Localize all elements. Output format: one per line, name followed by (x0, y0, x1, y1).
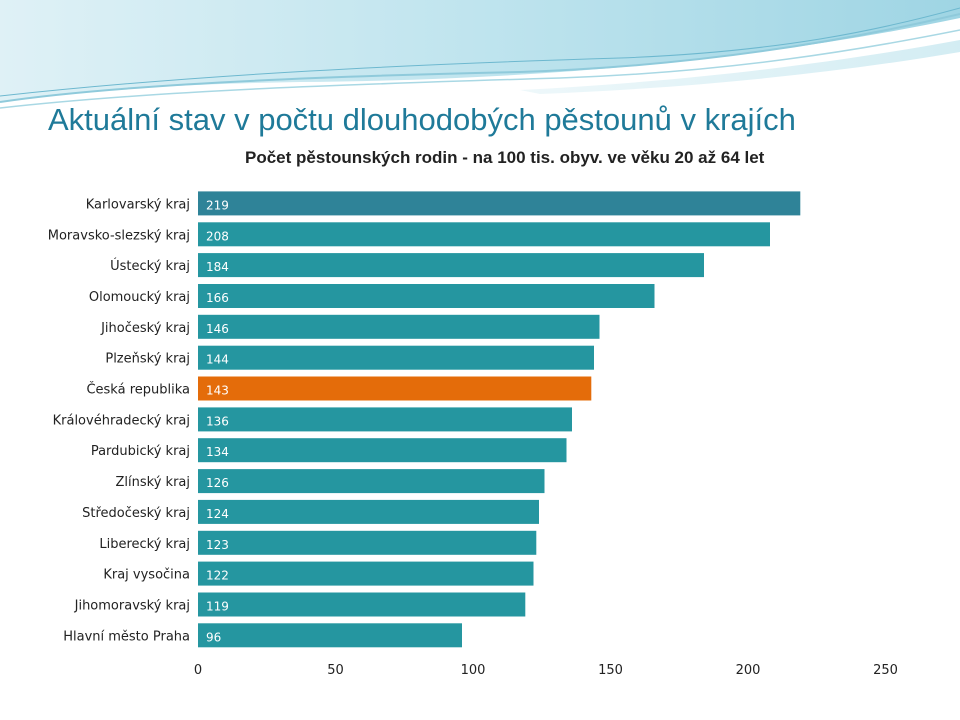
data-label: 124 (206, 507, 229, 521)
bar (198, 345, 594, 370)
category-label: Jihočeský kraj (100, 321, 190, 336)
bar (198, 407, 572, 432)
category-label: Hlavní město Praha (63, 629, 190, 644)
data-label: 143 (206, 384, 229, 398)
x-tick-label: 100 (461, 663, 486, 678)
data-label: 134 (206, 445, 229, 459)
data-label: 126 (206, 476, 229, 490)
data-label: 208 (206, 229, 229, 243)
header-wave-decoration (0, 0, 960, 109)
bar (198, 222, 770, 247)
category-label: Moravsko-slezský kraj (48, 228, 190, 243)
bar (198, 592, 526, 617)
bar (198, 623, 462, 648)
bar (198, 284, 655, 308)
x-tick-label: 150 (598, 663, 623, 678)
bar (198, 253, 704, 278)
data-label: 136 (206, 414, 229, 428)
data-label: 144 (206, 353, 229, 367)
category-label: Středočeský kraj (82, 506, 190, 521)
bar (198, 561, 534, 586)
category-label: Ústecký kraj (110, 258, 190, 274)
x-tick-label: 250 (873, 663, 898, 678)
bar (198, 469, 545, 494)
bar (198, 191, 801, 216)
chart-title: Počet pěstounských rodin - na 100 tis. o… (245, 148, 765, 167)
category-label: Jihomoravský kraj (74, 599, 190, 614)
x-tick-label: 50 (327, 663, 344, 678)
data-label: 219 (206, 198, 229, 212)
category-label: Kraj vysočina (103, 568, 190, 583)
category-label: Liberecký kraj (99, 537, 190, 552)
bar (198, 376, 592, 401)
category-label: Královéhradecký kraj (53, 413, 190, 428)
category-label: Pardubický kraj (91, 444, 190, 459)
slide-title: Aktuální stav v počtu dlouhodobých pěsto… (48, 102, 796, 137)
bar-chart: Karlovarský kraj 219 Moravsko-slezský kraj… (48, 191, 898, 678)
bar (198, 499, 539, 524)
x-tick-label: 200 (736, 663, 761, 678)
bar (198, 438, 567, 463)
data-label: 122 (206, 569, 229, 583)
category-label: Zlínský kraj (116, 475, 190, 490)
data-label: 119 (206, 600, 229, 614)
bar (198, 314, 600, 339)
data-label: 96 (206, 630, 221, 644)
x-tick-label: 0 (194, 663, 202, 678)
category-label: Česká republika (86, 382, 190, 398)
data-label: 146 (206, 322, 229, 336)
data-label: 123 (206, 538, 229, 552)
data-label: 166 (206, 291, 229, 305)
category-label: Karlovarský kraj (86, 197, 190, 212)
data-label: 184 (206, 260, 229, 274)
category-label: Olomoucký kraj (89, 290, 190, 305)
category-label: Plzeňský kraj (105, 352, 190, 367)
bar (198, 530, 537, 555)
